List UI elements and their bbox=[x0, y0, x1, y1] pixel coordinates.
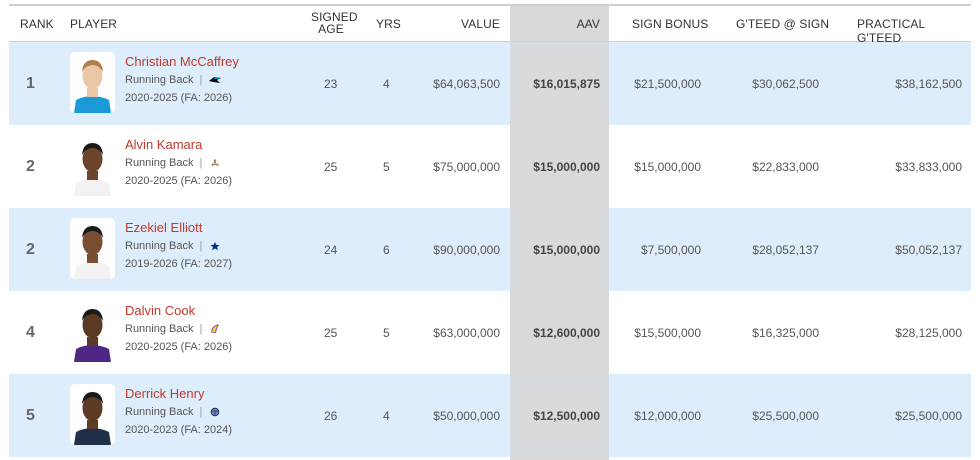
rank-cell: 1 bbox=[26, 75, 35, 92]
aav-cell: $12,500,000 bbox=[533, 409, 600, 423]
contract-years: 2020-2023 (FA: 2024) bbox=[125, 424, 233, 436]
player-headshot[interactable] bbox=[70, 384, 115, 445]
player-name-link[interactable]: Alvin Kamara bbox=[125, 137, 203, 152]
contract-years: 2020-2025 (FA: 2026) bbox=[125, 341, 233, 353]
position-label: Running Back bbox=[125, 157, 194, 169]
yrs-cell: 6 bbox=[383, 243, 390, 257]
player-position: Running Back | bbox=[125, 157, 222, 169]
value-cell: $90,000,000 bbox=[433, 243, 500, 257]
player-headshot[interactable] bbox=[70, 301, 115, 362]
yrs-cell: 4 bbox=[383, 409, 390, 423]
separator: | bbox=[199, 323, 203, 335]
player-position: Running Back | bbox=[125, 323, 222, 335]
player-position: Running Back | bbox=[125, 74, 222, 86]
position-label: Running Back bbox=[125, 323, 194, 335]
player-headshot[interactable] bbox=[70, 135, 115, 196]
aav-cell-shade bbox=[510, 125, 609, 208]
table-row: 1 Christian McCaffrey Running Back | 2020… bbox=[9, 42, 971, 125]
sign-bonus-cell: $15,500,000 bbox=[634, 326, 701, 340]
aav-cell: $15,000,000 bbox=[533, 243, 600, 257]
header-sign-bonus[interactable]: SIGN BONUS bbox=[632, 17, 709, 31]
gteed-at-sign-cell: $25,500,000 bbox=[752, 409, 819, 423]
sign-bonus-cell: $7,500,000 bbox=[640, 243, 701, 257]
yrs-cell: 4 bbox=[383, 77, 390, 91]
contract-years: 2019-2026 (FA: 2027) bbox=[125, 258, 233, 270]
header-practical-gteed[interactable]: PRACTICAL G'TEED bbox=[857, 17, 925, 45]
player-name-link[interactable]: Derrick Henry bbox=[125, 386, 205, 401]
signed-age-cell: 26 bbox=[324, 409, 338, 423]
player-headshot[interactable] bbox=[70, 52, 115, 113]
player-name-link[interactable]: Dalvin Cook bbox=[125, 303, 196, 318]
aav-cell: $16,015,875 bbox=[533, 77, 600, 91]
signed-age-cell: 25 bbox=[324, 326, 338, 340]
value-cell: $50,000,000 bbox=[433, 409, 500, 423]
aav-column-header-shade bbox=[510, 6, 609, 41]
separator: | bbox=[199, 406, 203, 418]
rank-cell: 2 bbox=[26, 158, 35, 175]
cowboys-star-icon[interactable] bbox=[208, 240, 222, 252]
position-label: Running Back bbox=[125, 406, 194, 418]
player-name-link[interactable]: Ezekiel Elliott bbox=[125, 220, 203, 235]
top-border bbox=[9, 4, 971, 6]
header-signed-age-line2: AGE bbox=[318, 22, 344, 36]
yrs-cell: 5 bbox=[383, 160, 390, 174]
separator: | bbox=[199, 157, 203, 169]
table-row: 5 Derrick Henry Running Back | 2020-2023 … bbox=[9, 374, 971, 457]
practical-gteed-cell: $25,500,000 bbox=[895, 409, 962, 423]
signed-age-cell: 23 bbox=[324, 77, 338, 91]
sign-bonus-cell: $12,000,000 bbox=[634, 409, 701, 423]
sign-bonus-cell: $21,500,000 bbox=[634, 77, 701, 91]
practical-gteed-cell: $28,125,000 bbox=[895, 326, 962, 340]
value-cell: $63,000,000 bbox=[433, 326, 500, 340]
rank-cell: 4 bbox=[26, 324, 35, 341]
vikings-horn-icon[interactable] bbox=[208, 323, 222, 335]
aav-cell: $12,600,000 bbox=[533, 326, 600, 340]
rank-cell: 2 bbox=[26, 241, 35, 258]
sign-bonus-cell: $15,000,000 bbox=[634, 160, 701, 174]
header-player[interactable]: PLAYER bbox=[70, 17, 118, 31]
aav-cell-shade bbox=[510, 291, 609, 374]
separator: | bbox=[199, 74, 203, 86]
table-header: RANK PLAYER SIGNED AGE YRS VALUE AAV SIG… bbox=[9, 6, 971, 45]
saints-fleur-de-lis-icon[interactable] bbox=[208, 157, 222, 169]
titans-logo-icon[interactable] bbox=[208, 406, 222, 418]
gteed-at-sign-cell: $28,052,137 bbox=[752, 243, 819, 257]
header-yrs[interactable]: YRS bbox=[376, 17, 401, 31]
header-rank[interactable]: RANK bbox=[20, 17, 54, 31]
practical-gteed-cell: $38,162,500 bbox=[895, 77, 962, 91]
panthers-logo-icon[interactable] bbox=[208, 74, 222, 86]
table-row: 4 Dalvin Cook Running Back | 2020-2025 (F… bbox=[9, 291, 971, 374]
signed-age-cell: 25 bbox=[324, 160, 338, 174]
player-headshot[interactable] bbox=[70, 218, 115, 279]
separator: | bbox=[199, 240, 203, 252]
aav-cell-shade bbox=[510, 374, 609, 457]
value-cell: $64,063,500 bbox=[433, 77, 500, 91]
aav-cell-shade bbox=[510, 42, 609, 125]
contract-years: 2020-2025 (FA: 2026) bbox=[125, 92, 233, 104]
table-row: 2 Alvin Kamara Running Back | 2020-2025 (… bbox=[9, 125, 971, 208]
position-label: Running Back bbox=[125, 74, 194, 86]
player-position: Running Back | bbox=[125, 240, 222, 252]
header-signed-age[interactable]: SIGNED AGE bbox=[311, 11, 358, 36]
gteed-at-sign-cell: $22,833,000 bbox=[752, 160, 819, 174]
yrs-cell: 5 bbox=[383, 326, 390, 340]
header-signed-age-line1: SIGNED bbox=[311, 10, 358, 24]
table-row: 2 Ezekiel Elliott Running Back | 2019-202… bbox=[9, 208, 971, 291]
aav-cell: $15,000,000 bbox=[533, 160, 600, 174]
signed-age-cell: 24 bbox=[324, 243, 338, 257]
header-aav[interactable]: AAV bbox=[576, 17, 600, 31]
header-gteed-at-sign[interactable]: G'TEED @ SIGN bbox=[736, 17, 830, 31]
aav-cell-shade bbox=[510, 208, 609, 291]
header-value[interactable]: VALUE bbox=[461, 17, 500, 31]
player-name-link[interactable]: Christian McCaffrey bbox=[125, 54, 239, 69]
practical-gteed-cell: $33,833,000 bbox=[895, 160, 962, 174]
position-label: Running Back bbox=[125, 240, 194, 252]
value-cell: $75,000,000 bbox=[433, 160, 500, 174]
gteed-at-sign-cell: $30,062,500 bbox=[752, 77, 819, 91]
rank-cell: 5 bbox=[26, 407, 35, 424]
player-position: Running Back | bbox=[125, 406, 222, 418]
contract-years: 2020-2025 (FA: 2026) bbox=[125, 175, 233, 187]
practical-gteed-cell: $50,052,137 bbox=[895, 243, 962, 257]
gteed-at-sign-cell: $16,325,000 bbox=[752, 326, 819, 340]
